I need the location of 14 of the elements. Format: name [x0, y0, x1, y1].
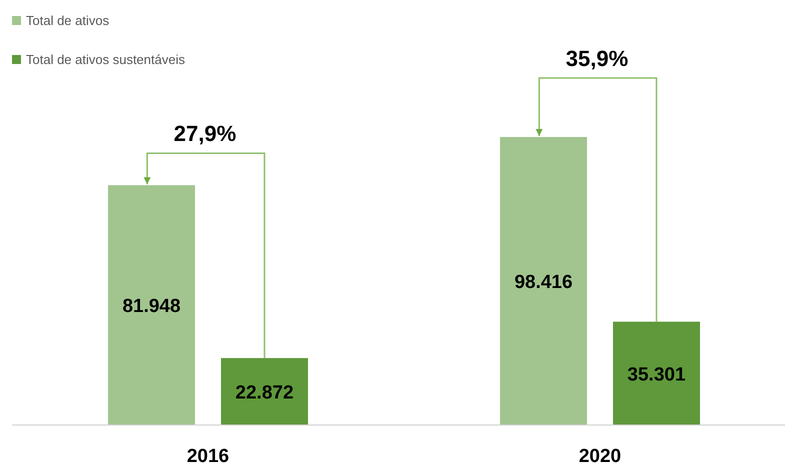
annotation: 27,9%	[174, 121, 236, 146]
x-tick-label: 2020	[578, 446, 622, 464]
x-tick-label: 2016	[186, 446, 230, 464]
bar	[500, 137, 588, 425]
data-label: 35.301	[627, 364, 686, 386]
bar	[220, 358, 308, 425]
data-label: 81.948	[122, 296, 181, 318]
legend-label: Total de ativos	[26, 13, 110, 28]
data-label: 22.872	[235, 382, 294, 404]
text: 35,9%	[566, 46, 628, 71]
bar	[108, 185, 196, 425]
bar	[612, 322, 700, 425]
data-label: 98.416	[514, 272, 573, 293]
legend-label: Total de ativos sustentáveis	[26, 52, 186, 67]
